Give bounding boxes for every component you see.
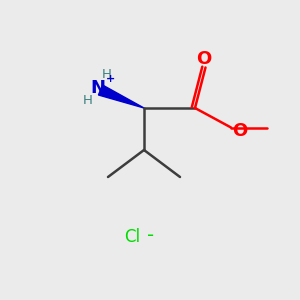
Text: O: O: [196, 50, 211, 68]
Text: O: O: [232, 122, 247, 140]
Text: +: +: [106, 74, 115, 84]
Polygon shape: [98, 85, 144, 108]
Text: N: N: [91, 79, 106, 97]
Text: Cl: Cl: [124, 228, 140, 246]
Text: H: H: [102, 68, 112, 81]
Text: H: H: [83, 94, 93, 107]
Text: -: -: [147, 226, 154, 245]
